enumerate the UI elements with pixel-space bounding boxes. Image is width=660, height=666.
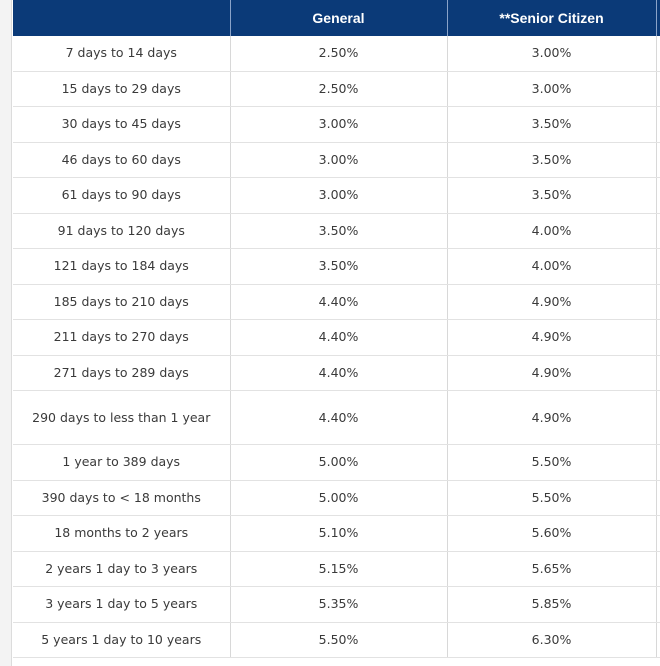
tenure-cell: 61 days to 90 days: [13, 177, 231, 214]
table-row: 2 years 1 day to 3 years 5.15% 5.65%: [13, 551, 660, 587]
senior-citizen-rate-cell: 5.50%: [447, 444, 657, 481]
table-row: 61 days to 90 days 3.00% 3.50%: [13, 177, 660, 214]
row-stub: [656, 390, 660, 445]
senior-citizen-rate-cell: 5.85%: [447, 586, 657, 623]
senior-citizen-rate-cell: 6.30%: [447, 622, 657, 658]
senior-citizen-rate-cell: 5.65%: [447, 551, 657, 587]
general-rate-cell: 4.40%: [230, 319, 448, 356]
tenure-cell: 46 days to 60 days: [13, 142, 231, 178]
general-rate-cell: 3.00%: [230, 106, 448, 143]
row-stub: [656, 622, 660, 658]
general-rate-cell: 3.50%: [230, 213, 448, 249]
tenure-cell: 18 months to 2 years: [13, 515, 231, 552]
senior-citizen-rate-cell: 4.90%: [447, 284, 657, 320]
senior-citizen-rate-cell: 4.00%: [447, 213, 657, 249]
senior-citizen-rate-cell: 5.50%: [447, 480, 657, 516]
tenure-cell: 185 days to 210 days: [13, 284, 231, 320]
row-stub: [656, 355, 660, 391]
row-stub: [656, 177, 660, 214]
senior-citizen-rate-cell: 4.90%: [447, 390, 657, 445]
tenure-cell: 15 days to 29 days: [13, 71, 231, 107]
table-row: 185 days to 210 days 4.40% 4.90%: [13, 284, 660, 320]
senior-citizen-rate-cell: 3.00%: [447, 71, 657, 107]
senior-citizen-rate-cell: 3.50%: [447, 177, 657, 214]
tenure-cell: 271 days to 289 days: [13, 355, 231, 391]
row-stub: [656, 444, 660, 481]
tenure-cell: 1 year to 389 days: [13, 444, 231, 481]
header-tenure: [13, 0, 231, 36]
tenure-cell: 290 days to less than 1 year: [13, 390, 231, 445]
table-row: 3 years 1 day to 5 years 5.35% 5.85%: [13, 586, 660, 623]
table-row: 46 days to 60 days 3.00% 3.50%: [13, 142, 660, 178]
table-row: 30 days to 45 days 3.00% 3.50%: [13, 106, 660, 143]
senior-citizen-rate-cell: 3.00%: [447, 36, 657, 72]
table-row: 1 year to 389 days 5.00% 5.50%: [13, 444, 660, 481]
row-stub: [656, 551, 660, 587]
general-rate-cell: 5.15%: [230, 551, 448, 587]
header-stub: [656, 0, 660, 36]
general-rate-cell: 3.50%: [230, 248, 448, 285]
general-rate-cell: 2.50%: [230, 71, 448, 107]
row-stub: [656, 319, 660, 356]
page-left-margin: [0, 0, 12, 666]
header-row: General **Senior Citizen: [13, 0, 660, 36]
tenure-cell: 30 days to 45 days: [13, 106, 231, 143]
header-general: General: [230, 0, 448, 36]
header-senior-citizen: **Senior Citizen: [447, 0, 657, 36]
general-rate-cell: 3.00%: [230, 142, 448, 178]
tenure-cell: 5 years 1 day to 10 years: [13, 622, 231, 658]
row-stub: [656, 480, 660, 516]
tenure-cell: 2 years 1 day to 3 years: [13, 551, 231, 587]
row-stub: [656, 71, 660, 107]
table-header: General **Senior Citizen: [13, 0, 660, 36]
tenure-cell: 211 days to 270 days: [13, 319, 231, 356]
row-stub: [656, 284, 660, 320]
table-row: 7 days to 14 days 2.50% 3.00%: [13, 36, 660, 72]
tenure-cell: 3 years 1 day to 5 years: [13, 586, 231, 623]
tenure-cell: 91 days to 120 days: [13, 213, 231, 249]
row-stub: [656, 515, 660, 552]
row-stub: [656, 248, 660, 285]
senior-citizen-rate-cell: 4.90%: [447, 319, 657, 356]
table-row: 271 days to 289 days 4.40% 4.90%: [13, 355, 660, 391]
table-body: 7 days to 14 days 2.50% 3.00% 15 days to 29…: [13, 36, 660, 658]
table-row: 390 days to < 18 months 5.00% 5.50%: [13, 480, 660, 516]
general-rate-cell: 5.35%: [230, 586, 448, 623]
general-rate-cell: 5.00%: [230, 480, 448, 516]
general-rate-cell: 4.40%: [230, 284, 448, 320]
table-row: 15 days to 29 days 2.50% 3.00%: [13, 71, 660, 107]
general-rate-cell: 4.40%: [230, 355, 448, 391]
tenure-cell: 7 days to 14 days: [13, 36, 231, 72]
senior-citizen-rate-cell: 3.50%: [447, 142, 657, 178]
tenure-cell: 390 days to < 18 months: [13, 480, 231, 516]
row-stub: [656, 36, 660, 72]
table-row: 290 days to less than 1 year 4.40% 4.90%: [13, 390, 660, 445]
table-row: 5 years 1 day to 10 years 5.50% 6.30%: [13, 622, 660, 658]
general-rate-cell: 5.00%: [230, 444, 448, 481]
senior-citizen-rate-cell: 4.00%: [447, 248, 657, 285]
fd-interest-rate-table: General **Senior Citizen 7 days to 14 da…: [13, 0, 660, 658]
general-rate-cell: 3.00%: [230, 177, 448, 214]
table-row: 211 days to 270 days 4.40% 4.90%: [13, 319, 660, 356]
row-stub: [656, 142, 660, 178]
row-stub: [656, 106, 660, 143]
senior-citizen-rate-cell: 3.50%: [447, 106, 657, 143]
table-row: 18 months to 2 years 5.10% 5.60%: [13, 515, 660, 552]
table-row: 121 days to 184 days 3.50% 4.00%: [13, 248, 660, 285]
table-row: 91 days to 120 days 3.50% 4.00%: [13, 213, 660, 249]
senior-citizen-rate-cell: 5.60%: [447, 515, 657, 552]
general-rate-cell: 5.50%: [230, 622, 448, 658]
general-rate-cell: 5.10%: [230, 515, 448, 552]
senior-citizen-rate-cell: 4.90%: [447, 355, 657, 391]
row-stub: [656, 586, 660, 623]
general-rate-cell: 4.40%: [230, 390, 448, 445]
row-stub: [656, 213, 660, 249]
tenure-cell: 121 days to 184 days: [13, 248, 231, 285]
general-rate-cell: 2.50%: [230, 36, 448, 72]
